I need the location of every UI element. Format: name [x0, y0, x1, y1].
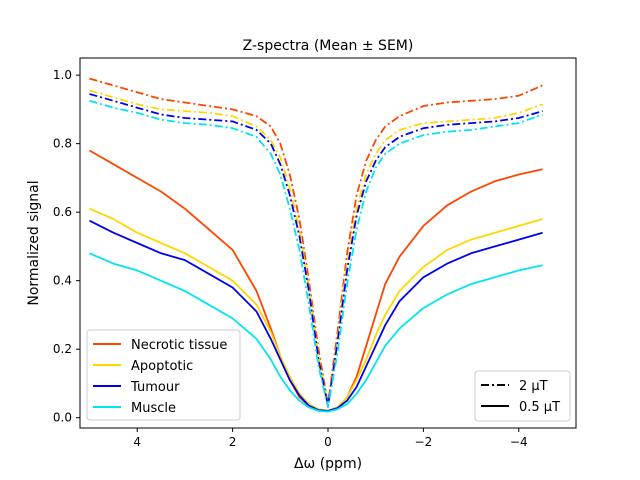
legend-label-2-ut: 2 μT [519, 379, 548, 394]
x-tick-label: 4 [133, 435, 141, 449]
legend-power-box [474, 370, 571, 422]
x-axis: 4 2 0 −2 −4 [133, 428, 528, 449]
legend-power: 2 μT 0.5 μT [474, 370, 571, 422]
x-axis-label: Δω (ppm) [294, 456, 362, 472]
legend-label-0-5-ut: 0.5 μT [519, 400, 560, 415]
y-axis-label: Normalized signal [26, 180, 42, 305]
legend-label-apoptotic: Apoptotic [131, 359, 193, 374]
x-tick-label: −4 [510, 435, 528, 449]
series-line-muscle-2-ut [89, 99, 543, 409]
x-tick-label: 2 [229, 435, 237, 449]
y-tick-label: 0.8 [53, 137, 72, 151]
y-axis: 0.0 0.2 0.4 0.6 0.8 1.0 [53, 68, 80, 425]
legend-tissue: Necrotic tissue Apoptotic Tumour Muscle [86, 329, 241, 421]
legend-tissue-box [86, 329, 241, 421]
y-tick-label: 0.0 [53, 411, 72, 425]
legend-label-muscle: Muscle [131, 401, 176, 416]
legend-label-necrotic-tissue: Necrotic tissue [131, 338, 227, 353]
x-tick-label: 0 [324, 435, 332, 449]
y-tick-label: 0.6 [53, 205, 72, 219]
y-tick-label: 0.2 [53, 342, 72, 356]
series-line-tumour-2-ut [89, 93, 543, 407]
series-layer [89, 77, 543, 413]
series-line-muscle-0-5-ut [89, 252, 543, 413]
y-tick-label: 1.0 [53, 68, 72, 82]
x-tick-label: −2 [415, 435, 433, 449]
chart-title: Z-spectra (Mean ± SEM) [243, 38, 414, 54]
y-tick-label: 0.4 [53, 274, 72, 288]
legend-label-tumour: Tumour [130, 380, 180, 395]
